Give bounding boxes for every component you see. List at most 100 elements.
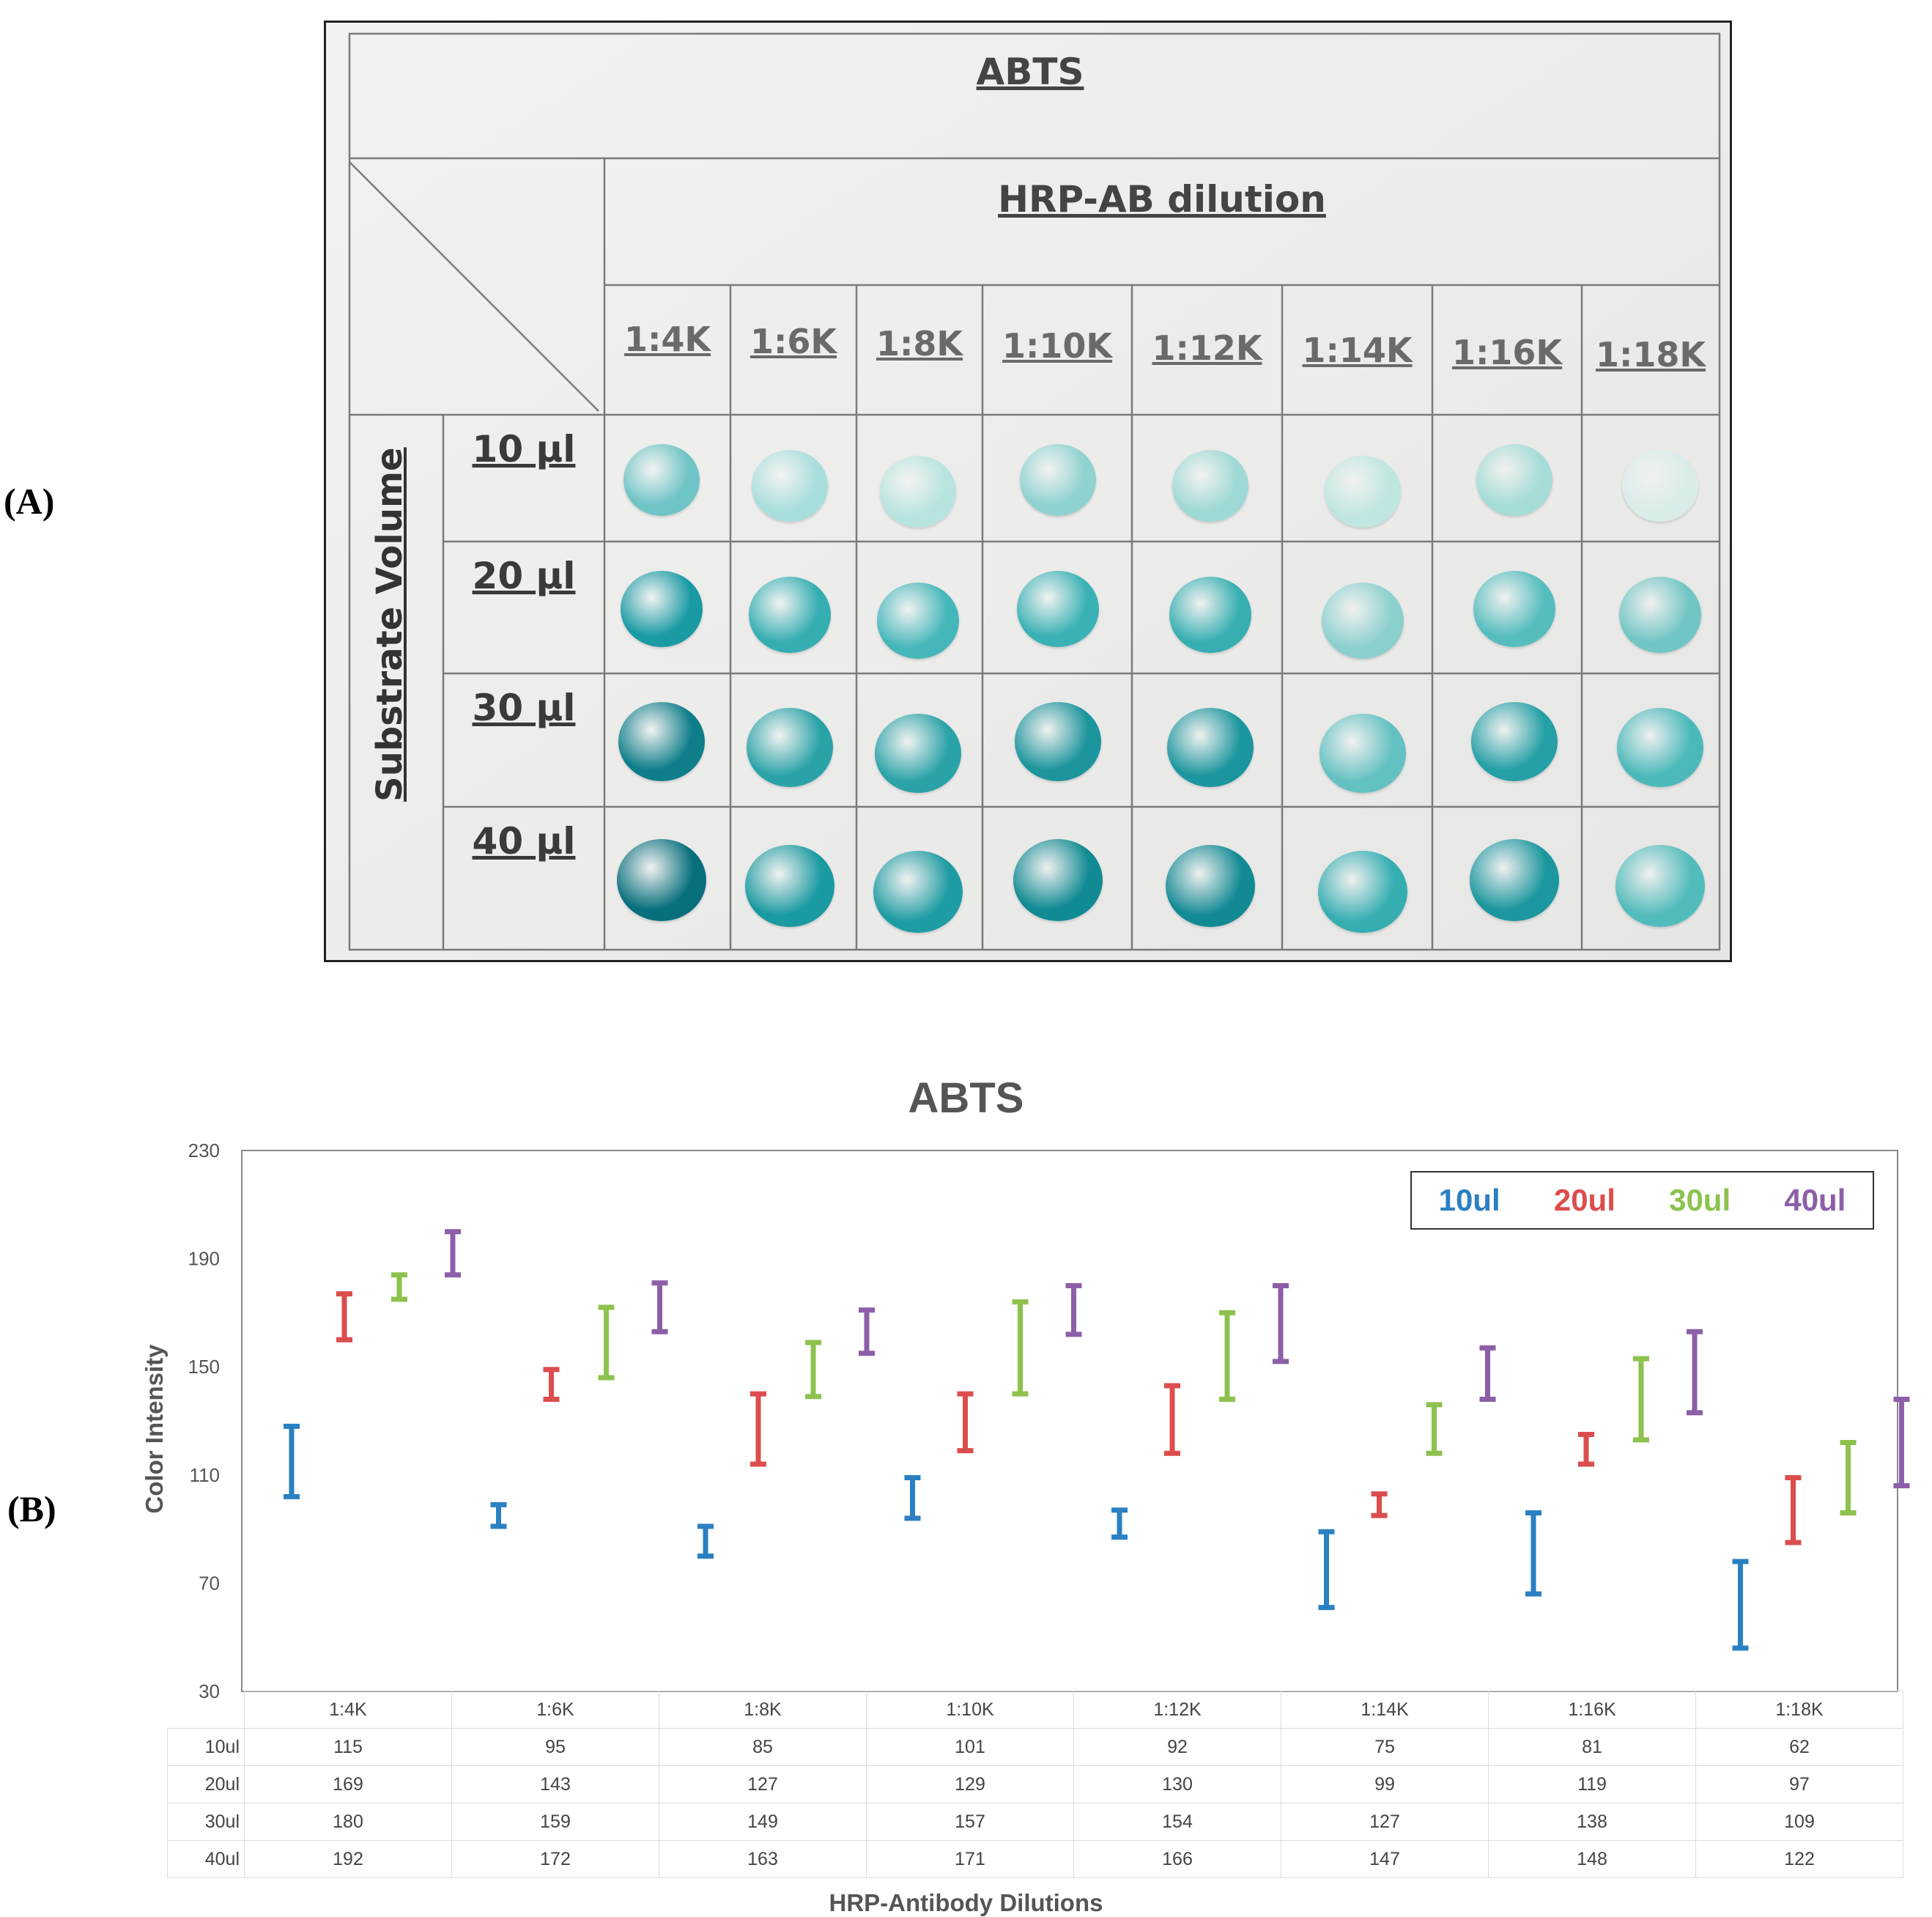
sample-spot [1471,702,1558,781]
series-label: 20ul [167,1765,245,1803]
error-bar-40ul-1:8K [859,1307,875,1356]
data-value: 157 [866,1803,1074,1841]
data-value: 75 [1281,1728,1489,1766]
data-value: 180 [244,1803,452,1841]
dilution-label: 1:12K [1152,328,1262,368]
error-bar-10ul-1:4K [284,1423,300,1499]
data-value: 99 [1281,1765,1489,1803]
chart-title: ABTS [908,1074,1024,1122]
table-row: 30ul 180 159 149 157 154 127 138 109 [167,1803,1903,1841]
error-bar-30ul-1:10K [1012,1299,1029,1397]
error-bar-20ul-1:8K [750,1391,766,1467]
legend-entry: 10ul [1438,1183,1500,1217]
dilution-label: 1:10K [1002,326,1113,366]
y-tick-label: 190 [188,1248,220,1270]
sample-spot [1172,449,1248,522]
error-bar-20ul-1:12K [1164,1383,1180,1456]
plate-title: ABTS [976,51,1084,93]
sample-spot [1476,443,1552,516]
error-bar-30ul-1:6K [598,1304,615,1381]
sample-spot [623,443,700,516]
error-bar-20ul-1:18K [1785,1474,1802,1545]
sample-spot [1622,449,1698,522]
sample-spot [749,577,831,653]
x-axis-title: HRP-Antibody Dilutions [829,1889,1103,1916]
plate-photograph: ABTS HRP-AB dilution Substrate Volume 1:… [324,21,1732,962]
table-row: 40ul 192 172 163 171 166 147 148 122 [167,1840,1903,1878]
sample-spot [1169,577,1251,653]
data-value: 85 [659,1728,867,1766]
y-tick-label: 150 [188,1356,220,1378]
sample-spot [1020,443,1096,516]
y-tick-label: 70 [199,1572,220,1594]
data-value: 138 [1488,1803,1696,1841]
y-tick-label: 30 [199,1680,220,1702]
sample-spot [1615,844,1705,927]
error-bar-10ul-1:14K [1318,1529,1335,1611]
error-bar-10ul-1:6K [490,1502,507,1529]
sample-spot [1473,571,1555,647]
sample-spot [747,708,833,787]
data-value: 115 [244,1728,452,1766]
error-bar-20ul-1:16K [1578,1431,1594,1467]
data-table: 1:4K 1:6K 1:8K 1:10K 1:12K 1:14K 1:16K 1:18K 10u… [167,1691,1903,1878]
sample-spot [873,850,963,933]
legend-entry: 40ul [1784,1183,1846,1217]
error-bar-20ul-1:6K [543,1367,560,1402]
error-bar-40ul-1:10K [1065,1283,1082,1337]
dilution-header: HRP-AB dilution [998,178,1326,221]
dilution-label: 1:18K [1595,335,1706,374]
data-value: 154 [1073,1803,1281,1841]
series-label: 10ul [167,1728,245,1766]
table-row: 20ul 169 143 127 129 130 99 119 97 [167,1765,1903,1803]
error-bar-10ul-1:16K [1525,1510,1541,1597]
data-value: 171 [866,1840,1074,1878]
volume-label: 10 µl [472,428,576,470]
sample-spot [752,449,828,522]
dilution-label: 1:14K [1302,330,1413,370]
error-bar-20ul-1:10K [957,1391,974,1454]
sample-spot [1317,850,1407,933]
data-value: 159 [451,1803,659,1841]
sample-spot [1166,708,1254,787]
data-value: 169 [244,1765,452,1803]
data-value: 101 [866,1728,1074,1766]
error-bar-10ul-1:18K [1732,1559,1749,1651]
data-value: 129 [866,1765,1074,1803]
data-value: 147 [1281,1840,1489,1878]
sample-spot [1013,838,1103,921]
error-bar-20ul-1:4K [336,1291,352,1342]
error-bar-40ul-1:18K [1893,1396,1910,1489]
data-value: 127 [1281,1803,1489,1841]
sample-spot [621,571,703,647]
y-tick-label: 110 [190,1464,220,1486]
y-axis-title: Color Intensity [141,1344,168,1514]
x-tick-label: 1:8K [659,1691,867,1729]
data-value: 81 [1488,1728,1696,1766]
sample-spot [1165,844,1255,927]
error-bar-30ul-1:18K [1840,1440,1857,1515]
error-bar-40ul-1:16K [1687,1329,1703,1416]
legend-entry: 20ul [1553,1183,1615,1217]
data-value: 163 [659,1840,867,1878]
volume-label: 30 µl [472,687,576,729]
volume-label: 40 µl [472,820,576,863]
y-tick-label: 230 [188,1140,220,1161]
x-tick-label: 1:6K [451,1691,659,1729]
panel-b-label: (B) [7,1488,56,1529]
volume-label: 20 µl [472,555,576,597]
x-tick-label: 1:12K [1073,1691,1281,1729]
series-label: 30ul [167,1803,245,1841]
error-bar-30ul-1:8K [805,1340,821,1400]
x-tick-label: 1:16K [1488,1691,1696,1729]
data-value: 119 [1488,1765,1696,1803]
data-value: 97 [1695,1765,1903,1803]
error-bar-30ul-1:14K [1426,1402,1443,1456]
error-bar-20ul-1:14K [1371,1491,1388,1518]
data-value: 92 [1073,1728,1281,1766]
sample-spot [1321,583,1404,659]
sample-spot [877,583,959,659]
data-value: 192 [244,1840,452,1878]
sample-spot [875,714,961,793]
